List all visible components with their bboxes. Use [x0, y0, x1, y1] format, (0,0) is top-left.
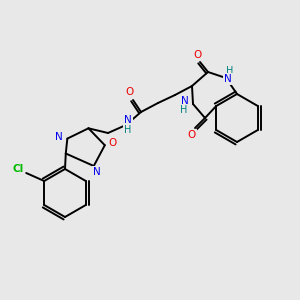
- Text: H: H: [226, 66, 234, 76]
- Text: H: H: [180, 105, 188, 115]
- Text: H: H: [124, 125, 132, 135]
- Text: N: N: [124, 115, 132, 125]
- Text: N: N: [56, 132, 63, 142]
- Text: Cl: Cl: [13, 164, 24, 174]
- Text: O: O: [109, 138, 117, 148]
- Text: O: O: [194, 50, 202, 60]
- Text: O: O: [188, 130, 196, 140]
- Text: N: N: [181, 96, 189, 106]
- Text: N: N: [224, 74, 232, 84]
- Text: N: N: [93, 167, 100, 177]
- Text: O: O: [126, 87, 134, 97]
